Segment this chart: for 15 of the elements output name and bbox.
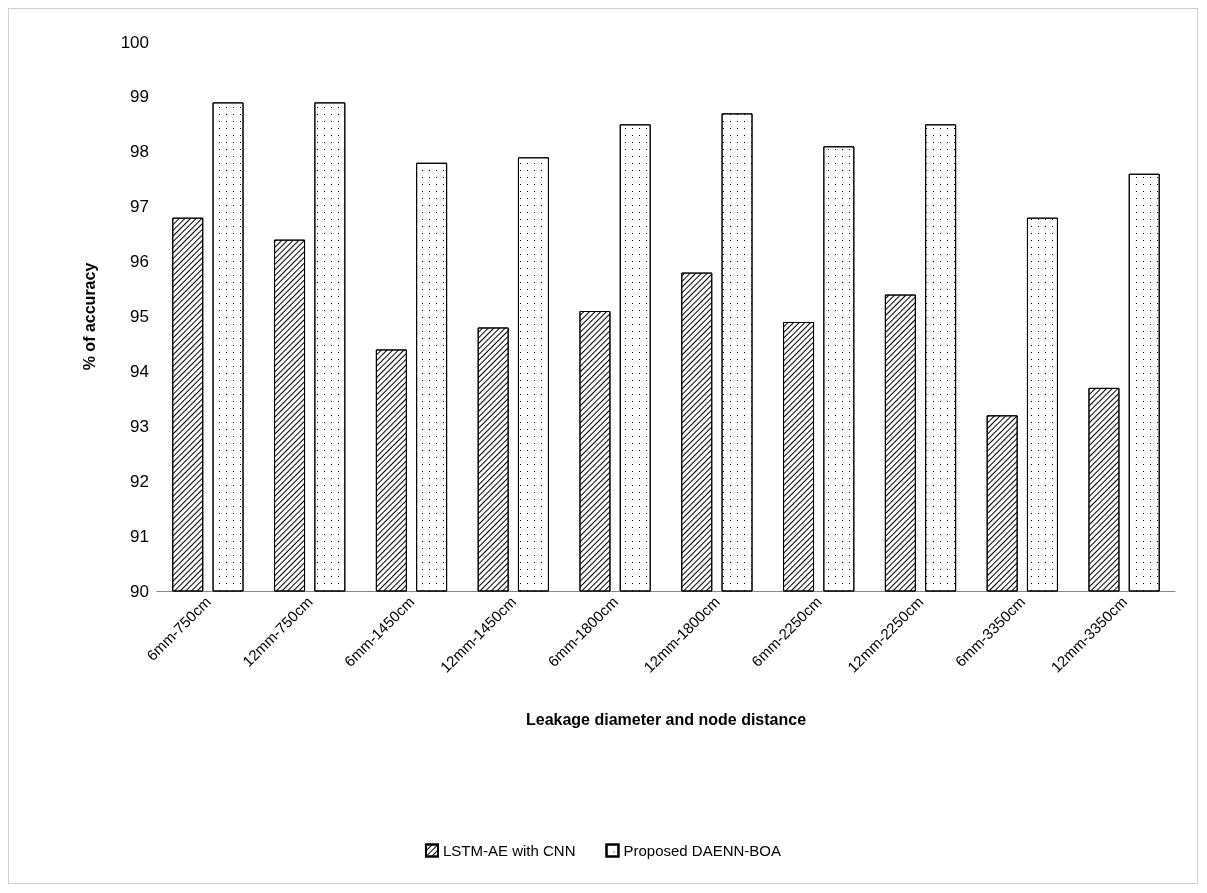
- y-tick-label: 100: [120, 32, 149, 52]
- y-tick-label: 92: [130, 471, 149, 491]
- x-axis-title: Leakage diameter and node distance: [525, 710, 807, 728]
- y-tick-label: 97: [130, 197, 149, 217]
- legend-label: LSTM-AE with CNN: [442, 842, 576, 859]
- y-tick-label: 91: [130, 526, 149, 546]
- y-tick-label: 98: [130, 142, 149, 162]
- y-tick-label: 94: [130, 361, 149, 381]
- y-tick-label: 93: [130, 416, 149, 436]
- y-tick-label: 95: [130, 307, 149, 326]
- y-tick-label: 96: [130, 252, 149, 272]
- y-axis-title: % of accuracy: [80, 262, 98, 371]
- y-tick-label: 99: [130, 87, 149, 107]
- legend-label: Proposed DAENN-BOA: [623, 842, 782, 859]
- y-tick-label: 90: [130, 581, 149, 601]
